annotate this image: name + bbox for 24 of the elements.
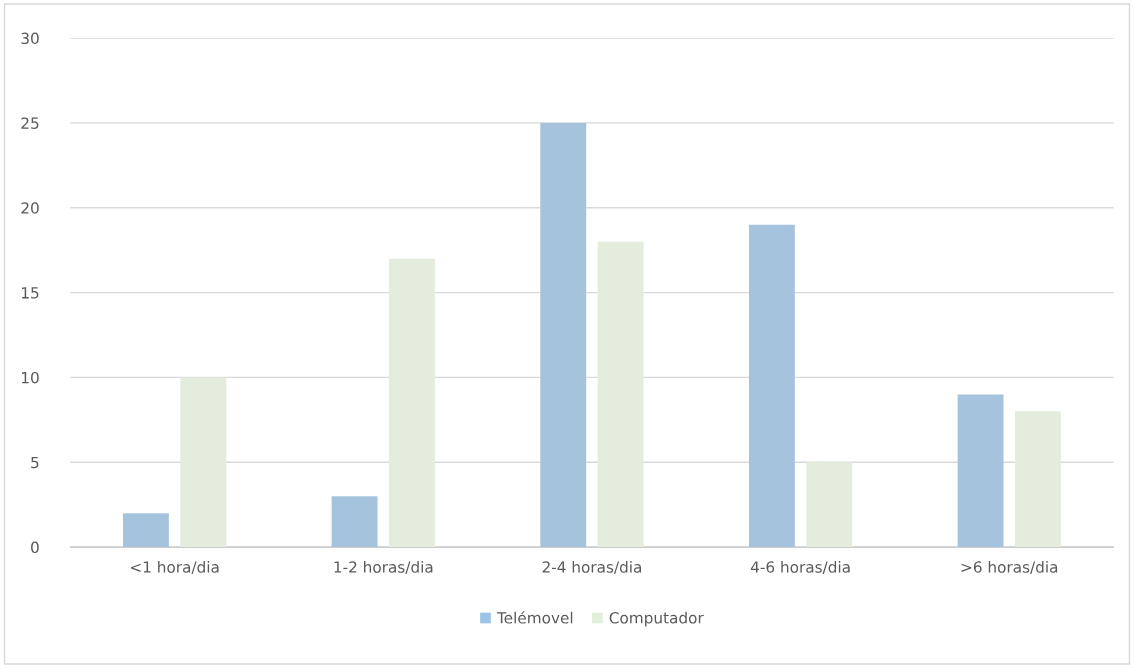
y-tick-label: 25	[21, 117, 39, 129]
bar	[1015, 411, 1061, 548]
x-tick-label: <1 hora/dia	[131, 560, 219, 575]
bar	[122, 513, 169, 548]
bar	[389, 258, 435, 548]
y-tick-label: 5	[31, 456, 39, 469]
bar	[540, 122, 587, 548]
bar	[597, 241, 644, 548]
bar	[331, 496, 378, 548]
bar	[748, 224, 795, 548]
x-tick-label: 4-6 horas/dia	[750, 560, 850, 575]
bar	[957, 394, 1004, 548]
legend-label: Telémovel	[496, 611, 573, 624]
y-tick-label: 10	[21, 371, 39, 384]
legend-label: Computador	[609, 611, 704, 627]
bar	[180, 377, 227, 548]
y-tick-label: 30	[21, 32, 39, 45]
x-tick-label: 2-4 horas/dia	[542, 560, 642, 575]
x-tick-label: 1-2 horas/dia	[334, 560, 433, 575]
x-tick-label: >6 horas/dia	[961, 560, 1058, 575]
y-tick-label: 20	[21, 202, 39, 214]
y-tick-label: 15	[21, 287, 39, 299]
y-tick-label: 0	[31, 541, 39, 554]
bar	[806, 462, 853, 548]
